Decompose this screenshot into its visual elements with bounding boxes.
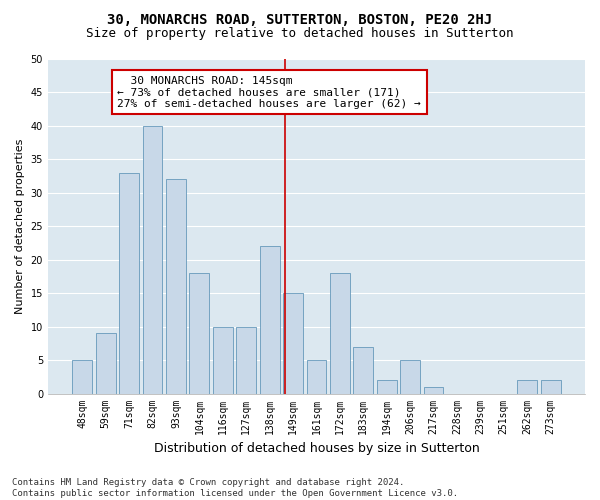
Bar <box>400 360 420 394</box>
Bar <box>166 180 186 394</box>
Bar <box>424 387 443 394</box>
Bar <box>283 293 303 394</box>
Bar <box>143 126 163 394</box>
Text: 30 MONARCHS ROAD: 145sqm  
← 73% of detached houses are smaller (171)
27% of sem: 30 MONARCHS ROAD: 145sqm ← 73% of detach… <box>118 76 421 109</box>
Bar <box>307 360 326 394</box>
Bar <box>377 380 397 394</box>
Bar <box>541 380 560 394</box>
Bar <box>96 334 116 394</box>
Bar <box>119 172 139 394</box>
Bar <box>353 346 373 394</box>
Bar <box>330 273 350 394</box>
Bar <box>517 380 537 394</box>
Bar <box>236 326 256 394</box>
Text: Contains HM Land Registry data © Crown copyright and database right 2024.
Contai: Contains HM Land Registry data © Crown c… <box>12 478 458 498</box>
Bar <box>260 246 280 394</box>
Bar <box>213 326 233 394</box>
Text: Size of property relative to detached houses in Sutterton: Size of property relative to detached ho… <box>86 28 514 40</box>
Y-axis label: Number of detached properties: Number of detached properties <box>15 138 25 314</box>
X-axis label: Distribution of detached houses by size in Sutterton: Distribution of detached houses by size … <box>154 442 479 455</box>
Text: 30, MONARCHS ROAD, SUTTERTON, BOSTON, PE20 2HJ: 30, MONARCHS ROAD, SUTTERTON, BOSTON, PE… <box>107 12 493 26</box>
Bar <box>190 273 209 394</box>
Bar <box>73 360 92 394</box>
